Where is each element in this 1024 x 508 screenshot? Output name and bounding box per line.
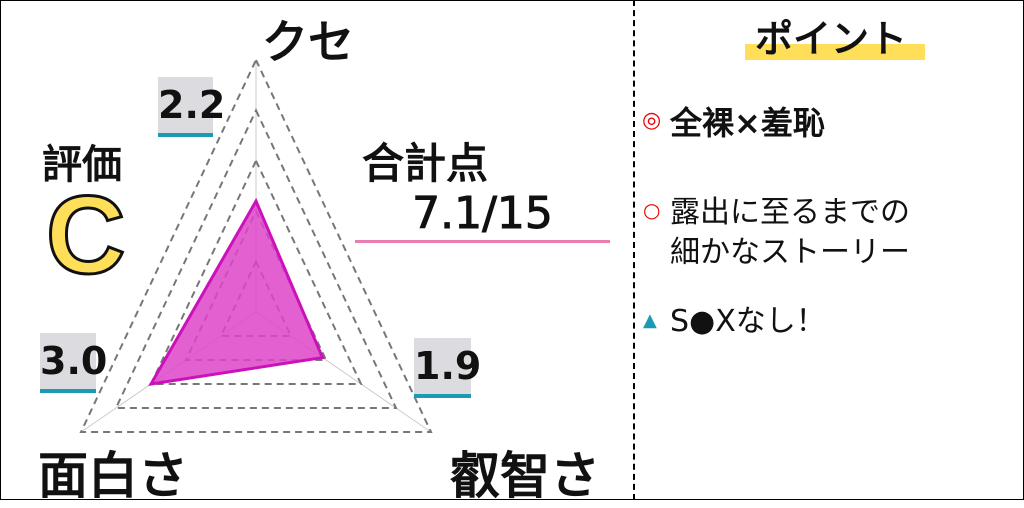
value-label-omoshirosa: 3.0 [40, 333, 107, 393]
point-item-1: 全裸×羞恥 [670, 104, 825, 142]
total-label: 合計点 [362, 139, 489, 188]
data-area [148, 197, 325, 386]
divider [633, 0, 635, 500]
circle-icon: ○ [643, 198, 661, 222]
axis-label-kuse: クセ [262, 15, 354, 69]
grid-ring [79, 57, 433, 433]
point-item-2-line1: 露出に至るまでの [670, 195, 910, 230]
point-item-2-line2: 細かなストーリー [670, 235, 910, 270]
radar-chart [79, 57, 433, 433]
data-point [321, 356, 324, 360]
rating-grade: C [44, 173, 126, 299]
point-item-3: S●Xなし！ [670, 304, 826, 339]
points-title: ポイント [755, 17, 908, 61]
value-label-kuse: 2.2 [158, 77, 225, 137]
grid-ring [149, 158, 363, 385]
data-point [149, 382, 153, 386]
double-circle-icon: ◎ [642, 108, 662, 133]
axis-label-eichisa: 叡智さ [450, 447, 600, 505]
title-highlight [745, 44, 925, 60]
grid-ring [114, 108, 398, 409]
triangle-icon: ▲ [643, 310, 657, 331]
data-point [254, 199, 258, 203]
total-value: 7.1/15 [355, 188, 610, 243]
axis-label-omoshirosa: 面白さ [38, 447, 188, 505]
value-label-eichisa: 1.9 [414, 338, 481, 398]
rating-label: 評価 [42, 142, 122, 188]
